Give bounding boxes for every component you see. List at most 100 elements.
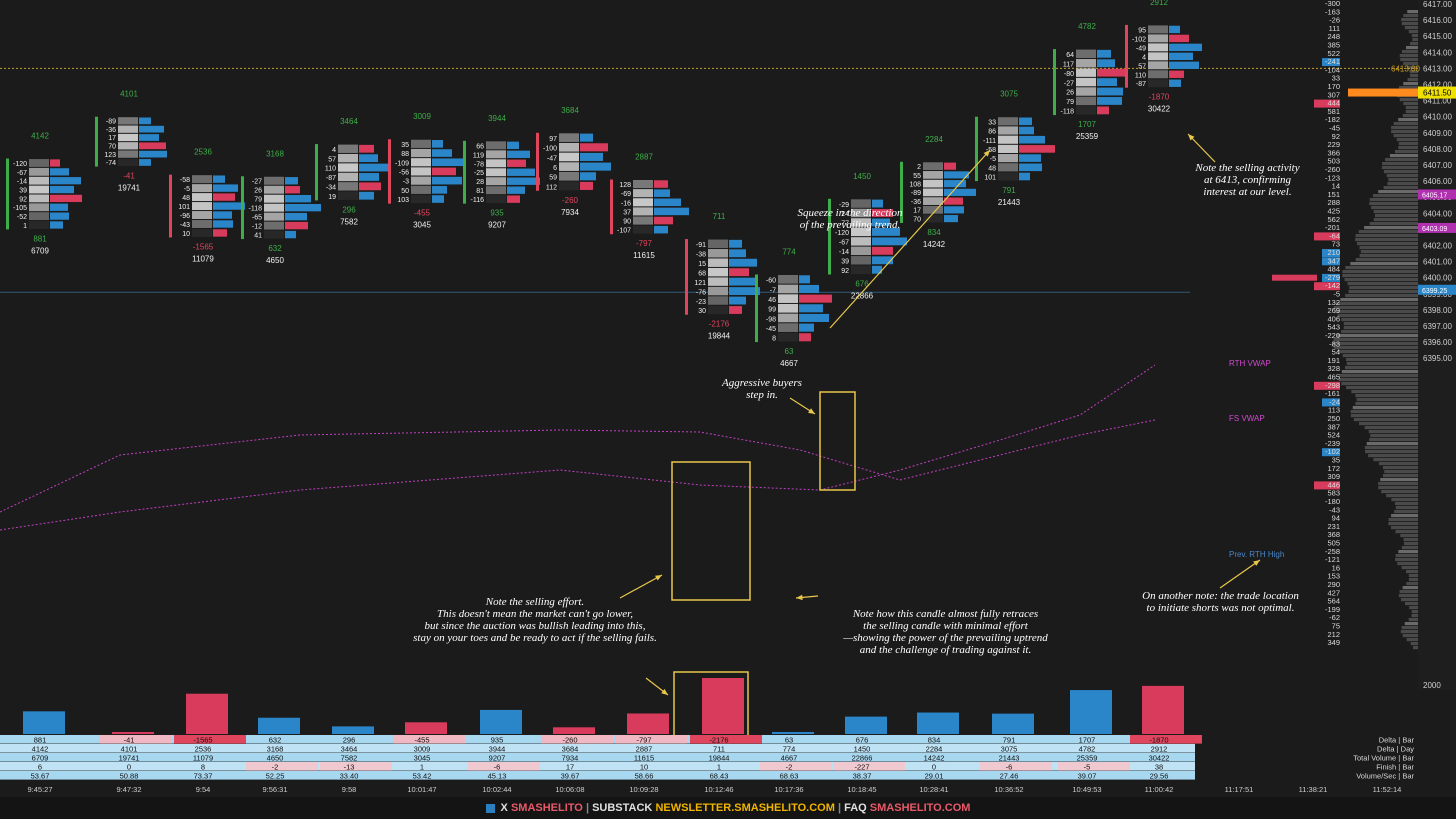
bid-value: 103 (397, 197, 409, 204)
volume-profile-bar (1400, 534, 1418, 538)
volume-profile-bar (1411, 614, 1418, 618)
bid-value: -47 (547, 155, 557, 162)
volume-profile-bar (1347, 282, 1418, 286)
volume-profile-bar (1371, 206, 1418, 210)
bid-value: -100 (543, 146, 557, 153)
footprint-cell (411, 194, 431, 204)
volume-profile-bar (1346, 362, 1418, 366)
bid-value: 26 (1066, 90, 1074, 97)
volume-profile-bar (1369, 222, 1418, 226)
footprint-cell (559, 142, 579, 152)
table-cell-value: 8 (201, 762, 205, 771)
price-tick-label: 6415.00 (1423, 32, 1452, 41)
volume-profile-bar (1395, 530, 1418, 534)
footprint-cell (29, 221, 49, 229)
bid-value: 33 (988, 119, 996, 126)
bid-value: -14 (17, 179, 27, 186)
footprint-cell (29, 176, 49, 185)
bid-value: 50 (401, 188, 409, 195)
delta-volume-bar (405, 722, 447, 734)
delta-ladder-value: -123 (1325, 173, 1340, 182)
table-cell-value: -260 (562, 735, 577, 744)
footer-substack-link[interactable]: NEWSLETTER.SMASHELITO.COM (655, 802, 835, 814)
profile-bar (1019, 135, 1045, 144)
volume-profile-bar (1403, 542, 1418, 546)
volume-profile-bar (1395, 554, 1418, 558)
delta-ladder-value: 75 (1332, 622, 1340, 631)
table-cell-value: 2887 (636, 744, 653, 753)
footprint-cell (778, 274, 798, 284)
volume-profile-bar (1405, 46, 1418, 50)
delta-ladder-value: 170 (1327, 82, 1340, 91)
profile-bar (872, 209, 893, 217)
bid-value: -89 (911, 190, 921, 197)
delta-ladder-value: -104 (1325, 65, 1340, 74)
delta-volume-bar (1070, 690, 1112, 734)
volume-profile-bar (1337, 314, 1418, 318)
table-cell-value: 4101 (121, 744, 138, 753)
footprint-cell (192, 202, 212, 211)
profile-bar (580, 133, 593, 142)
delta-ladder-value: 387 (1327, 422, 1340, 431)
price-tick-label: 6408.00 (1423, 145, 1452, 154)
bid-value: -45 (766, 326, 776, 333)
bid-value: 17 (108, 135, 116, 142)
footprint-cell (1148, 79, 1168, 88)
volume-profile-bar (1408, 30, 1418, 34)
table-row-label: Delta | Bar (1379, 735, 1415, 744)
delta-ladder-value: 269 (1327, 306, 1340, 315)
delta-volume-bar (23, 711, 65, 734)
volume-profile-bar (1333, 338, 1418, 342)
profile-bar (872, 256, 893, 265)
table-cell-value: 3075 (1001, 744, 1018, 753)
table-cell-value: 834 (928, 735, 941, 744)
footprint-cell (923, 162, 943, 171)
annotation-arrow (829, 149, 991, 329)
table-cell-value: 774 (783, 744, 796, 753)
volume-profile-bar (1394, 502, 1418, 506)
bid-value: 17 (913, 208, 921, 215)
bid-value: 110 (1135, 72, 1146, 79)
footprint-cell (633, 189, 653, 198)
rth-vwap-tag-text: 6405.17 (1422, 192, 1447, 199)
footprint-cell (708, 239, 728, 249)
volume-profile-bar (1373, 458, 1418, 462)
table-cell-value: -6 (494, 762, 501, 771)
candle-wick (975, 116, 978, 182)
volume-profile-bar (1382, 466, 1418, 470)
table-cell-value: 676 (856, 735, 869, 744)
footer-x-handle[interactable]: SMASHELITO (510, 802, 583, 814)
table-cell-value: 7582 (341, 753, 358, 762)
time-label: 9:58 (342, 785, 357, 794)
delta-ladder-value: -220 (1325, 331, 1340, 340)
table-cell-bg (833, 762, 905, 771)
footer-faq-link[interactable]: SMASHELITO.COM (869, 802, 971, 814)
profile-bar (213, 202, 245, 210)
bid-value: 110 (325, 166, 336, 173)
bid-value: -80 (1064, 71, 1074, 78)
table-cell-value: 19844 (709, 753, 730, 762)
profile-bar (359, 154, 378, 163)
footprint-cell (778, 303, 798, 313)
volume-profile-bar (1382, 162, 1418, 166)
footprint-cell (708, 267, 728, 277)
highlight-selling-candle (671, 461, 751, 601)
delta-ladder-value: 288 (1327, 198, 1340, 207)
profile-bar (1169, 43, 1202, 52)
footprint-cell (1076, 87, 1096, 96)
footprint-cell (778, 284, 798, 294)
candle-delta-day-label: 3464 (340, 117, 358, 126)
volume-profile-bar (1391, 126, 1418, 130)
table-cell-value: 25359 (1077, 753, 1098, 762)
delta-ladder-value: 35 (1332, 456, 1340, 465)
bid-value: -118 (249, 206, 263, 213)
table-cell-value: 52.25 (266, 771, 285, 780)
volume-profile-bar (1393, 134, 1418, 138)
footprint-cell (486, 186, 506, 195)
candle-wick (610, 179, 613, 235)
bid-value: -118 (1061, 109, 1075, 116)
delta-ladder-value: -199 (1325, 605, 1340, 614)
footprint-cell (338, 144, 358, 153)
table-cell-value: 7934 (562, 753, 579, 762)
profile-bar (799, 284, 819, 293)
